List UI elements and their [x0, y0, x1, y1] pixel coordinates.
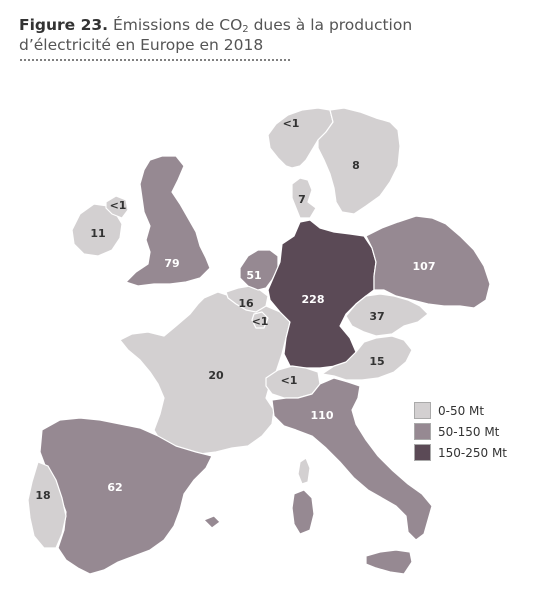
legend-swatch-mid: [414, 423, 431, 440]
island-sicily: [365, 549, 413, 575]
caption-line-2: d’électricité en Europe en 2018: [19, 36, 264, 54]
country-denmark: [291, 177, 317, 219]
label-northern-ireland: <1: [110, 199, 127, 212]
figure-number: Figure 23.: [19, 16, 109, 34]
country-belgium: [225, 285, 269, 313]
label-denmark: 7: [298, 193, 306, 206]
country-germany: [267, 219, 377, 369]
country-czechia: [345, 293, 429, 337]
legend-swatch-high: [414, 444, 431, 461]
legend-label-low: 0-50 Mt: [438, 403, 485, 418]
label-norway: <1: [283, 117, 300, 130]
island-balearic: [203, 515, 221, 529]
legend-item-mid: 50-150 Mt: [414, 421, 507, 442]
label-switzerland: <1: [281, 374, 298, 387]
label-netherlands: 51: [246, 269, 261, 282]
caption-line-1: Figure 23. Émissions de CO2 dues à la pr…: [19, 15, 499, 35]
legend-item-low: 0-50 Mt: [414, 400, 507, 421]
figure-caption: Figure 23. Émissions de CO2 dues à la pr…: [19, 15, 499, 55]
label-portugal: 18: [35, 489, 50, 502]
label-italy: 110: [311, 409, 334, 422]
country-great-britain: [125, 155, 211, 287]
country-luxembourg: [251, 311, 269, 329]
country-spain: [39, 417, 213, 575]
caption-text-pre: Émissions de CO: [112, 16, 243, 34]
label-poland: 107: [413, 260, 436, 273]
label-ireland: 11: [90, 227, 105, 240]
island-corsica: [297, 457, 311, 485]
label-czechia: 37: [369, 310, 384, 323]
country-portugal: [27, 461, 67, 549]
legend-label-high: 150-250 Mt: [438, 445, 508, 460]
caption-text-post: dues à la production: [248, 16, 413, 34]
country-italy: [271, 377, 433, 541]
label-sweden: 8: [352, 159, 360, 172]
country-sweden: [317, 107, 401, 215]
label-france: 20: [208, 369, 224, 382]
label-great-britain: 79: [164, 257, 179, 270]
label-spain: 62: [107, 481, 122, 494]
map-legend: 0-50 Mt 50-150 Mt 150-250 Mt: [414, 400, 507, 463]
legend-label-mid: 50-150 Mt: [438, 424, 500, 439]
country-northern-ireland: [105, 195, 129, 219]
caption-subscript: 2: [242, 24, 249, 35]
label-germany: 228: [302, 293, 325, 306]
island-sardinia: [291, 489, 315, 535]
country-poland: [365, 215, 491, 309]
country-value-labels: <1 8 7 <1 11 79 51 16 <1 228 107 37 15 <…: [35, 117, 435, 502]
legend-item-high: 150-250 Mt: [414, 442, 507, 463]
label-luxembourg: <1: [252, 315, 269, 328]
label-austria: 15: [369, 355, 384, 368]
country-austria: [321, 335, 413, 381]
label-belgium: 16: [238, 297, 254, 310]
legend-swatch-low: [414, 402, 431, 419]
caption-divider: [19, 59, 291, 61]
